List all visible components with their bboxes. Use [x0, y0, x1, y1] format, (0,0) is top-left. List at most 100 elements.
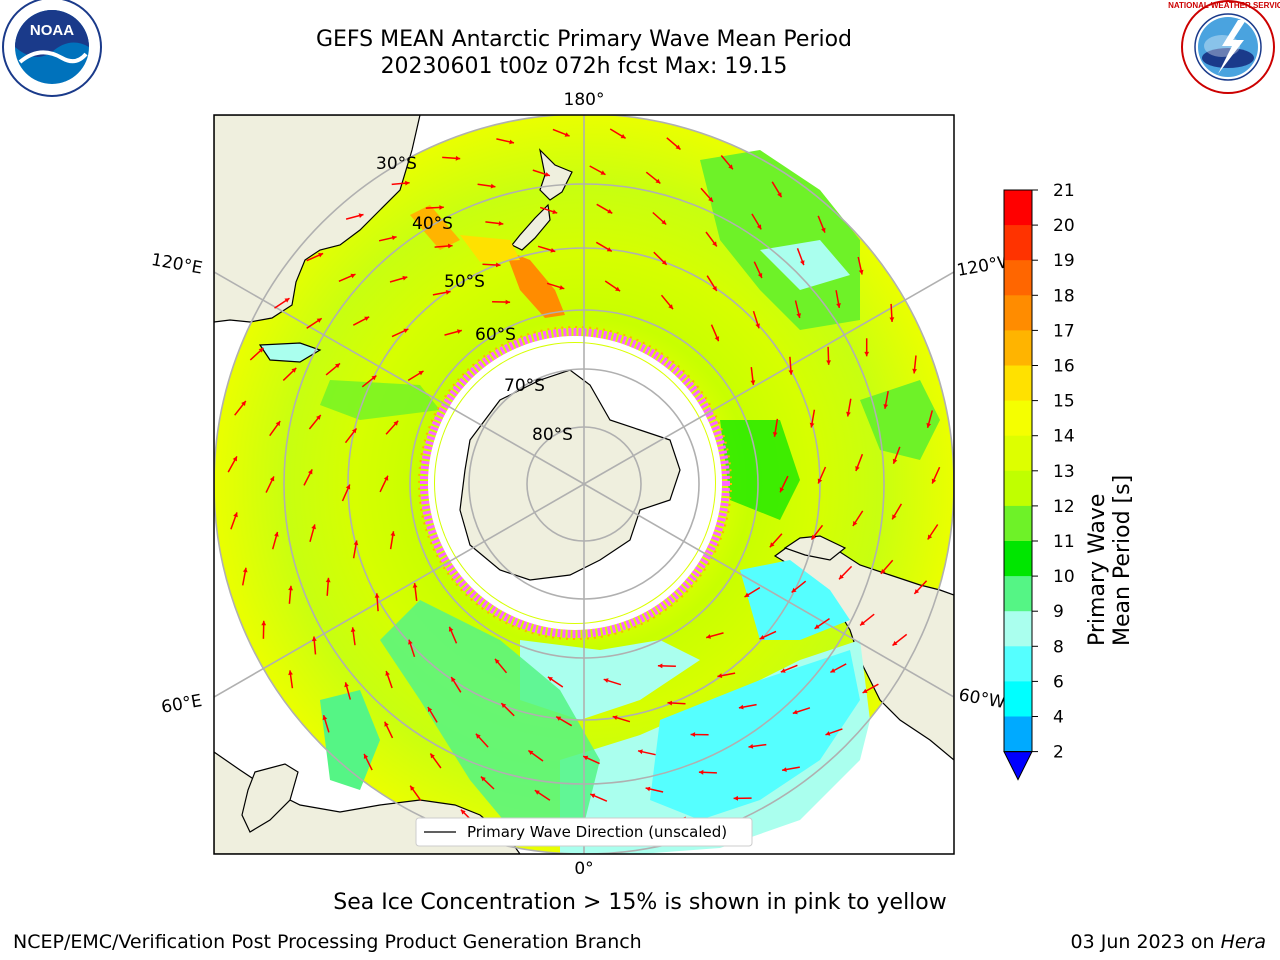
colorbar-tick-label: 19 — [1053, 251, 1075, 271]
wave-arrow-head — [358, 213, 364, 218]
period-regions — [320, 150, 940, 854]
wave-arrow-head — [495, 658, 500, 664]
wave-arrow-head — [498, 221, 504, 226]
colorbar-tick-label: 4 — [1053, 708, 1064, 728]
wave-arrow-head — [780, 668, 786, 673]
wave-arrow-head — [261, 620, 267, 626]
wave-arrow-head — [814, 624, 820, 629]
wave-arrow-head — [291, 367, 297, 373]
colorbar-segment — [1004, 646, 1032, 682]
colorbar-extend-arrow — [1003, 751, 1033, 781]
wave-arrow-head — [889, 317, 895, 322]
arrow-legend: Primary Wave Direction (unscaled) — [415, 817, 753, 847]
wave-arrow-head — [559, 285, 565, 290]
map-frame-border — [213, 114, 955, 855]
footer-date-text: 03 Jun 2023 on — [1070, 931, 1221, 953]
wave-arrow-head — [448, 626, 454, 632]
colorbar-segment — [1004, 365, 1032, 402]
wave-arrow-head — [892, 640, 898, 646]
wave-arrow-head — [788, 370, 794, 375]
wave-arrow-head — [926, 422, 932, 428]
wave-arrow-head — [402, 275, 408, 281]
wave-arrow-head — [825, 731, 831, 736]
wave-arrow-head — [374, 593, 380, 598]
wave-arrow-head — [931, 478, 937, 484]
wave-arrow-head — [457, 329, 462, 334]
wave-arrow-head — [439, 205, 444, 210]
wave-arrow-head — [345, 484, 351, 490]
colorbar-tick-label: 6 — [1053, 672, 1064, 692]
lat-label-30s: 30°S — [376, 154, 417, 174]
colorbar-segment — [1004, 190, 1032, 226]
wave-arrow-head — [880, 569, 886, 574]
wave-arrow-head — [839, 574, 844, 580]
wave-arrow-head — [241, 401, 246, 406]
wave-arrow-head — [383, 475, 389, 481]
wave-arrow-head — [408, 639, 413, 645]
wave-arrow-head — [564, 132, 570, 137]
lat-label-40s: 40°S — [412, 214, 453, 234]
wave-arrow-head — [528, 750, 534, 755]
wave-arrow-head — [755, 323, 760, 329]
colorbar-tick-label: 9 — [1053, 602, 1064, 622]
wave-arrow-head — [668, 304, 673, 310]
wave-arrow-head — [509, 139, 514, 145]
colorbar-tick-label: 14 — [1053, 427, 1075, 447]
wave-arrow-head — [430, 753, 435, 759]
wave-arrow-head — [583, 755, 589, 761]
colorbar-tick-label: 11 — [1053, 532, 1075, 552]
wave-arrow-head — [667, 700, 672, 706]
wave-arrow-head — [385, 671, 390, 676]
wave-arrow-head — [860, 620, 865, 626]
wave-arrow-head — [744, 592, 750, 597]
wave-arrow-head — [777, 192, 782, 198]
wave-arrow-head — [712, 286, 717, 291]
colorbar-segment — [1004, 330, 1032, 366]
wave-arrow-head — [412, 583, 418, 588]
wave-arrow-head — [612, 715, 618, 720]
wave-arrow-head — [862, 688, 868, 693]
wave-arrow-head — [363, 753, 369, 759]
wave-arrow-head — [638, 749, 643, 755]
wave-arrow-head — [738, 704, 744, 710]
wave-arrow-head — [855, 466, 860, 471]
colorbar-tick-label: 10 — [1053, 567, 1075, 587]
wave-arrow-head — [759, 635, 765, 640]
colorbar-tick-label: 21 — [1053, 181, 1075, 201]
colorbar-segment — [1004, 541, 1032, 577]
footer-credit: NCEP/EMC/Verification Post Processing Pr… — [13, 931, 642, 953]
wave-arrow-head — [661, 219, 667, 225]
wave-arrow-head — [233, 512, 238, 518]
lon-label-60w: 60°W — [957, 685, 1007, 713]
wave-arrow-head — [393, 420, 399, 426]
wave-arrow-head — [350, 627, 356, 632]
wave-arrow-head — [242, 567, 248, 573]
wave-arrow-head — [675, 144, 681, 150]
wave-arrow-head — [811, 534, 817, 540]
colorbar-segment — [1004, 435, 1032, 472]
wave-arrow-head — [460, 809, 466, 815]
wave-arrow-head — [883, 404, 889, 409]
wave-arrow-head — [351, 428, 357, 434]
wave-arrow-head — [552, 209, 558, 214]
wave-arrow-head — [371, 375, 377, 381]
wave-arrow-head — [311, 524, 316, 530]
map-subtitle: 20230601 t00z 072h fcst Max: 19.15 — [380, 54, 788, 79]
wave-arrow-head — [269, 476, 275, 482]
wave-arrow-head — [258, 347, 264, 353]
wave-arrow-head — [914, 589, 920, 594]
colorbar-tick-label: 18 — [1053, 286, 1075, 306]
wave-arrow-head — [496, 262, 501, 268]
wave-arrow-head — [817, 478, 823, 484]
colorbar-segment — [1004, 470, 1032, 507]
wave-arrow-head — [912, 368, 917, 374]
colorbar-segment — [1004, 400, 1032, 437]
wave-arrow-head — [655, 178, 661, 184]
wave-arrow-head — [547, 676, 553, 682]
wave-arrow-head — [364, 316, 370, 321]
wave-arrow-head — [390, 531, 396, 536]
wave-arrow-head — [779, 487, 785, 493]
wave-arrow-head — [344, 682, 349, 688]
wave-arrow-head — [858, 269, 864, 275]
wave-arrow-head — [864, 351, 870, 357]
